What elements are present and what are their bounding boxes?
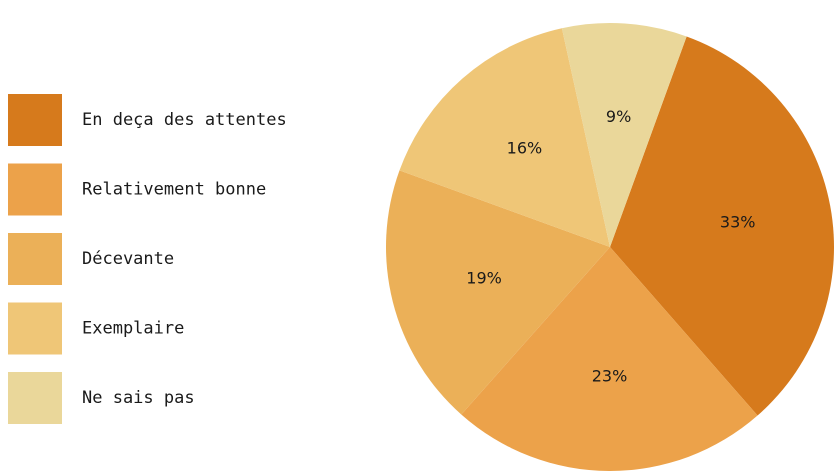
legend-label: Ne sais pas (82, 388, 195, 408)
legend-swatch (8, 302, 62, 355)
legend-swatch (8, 233, 62, 285)
legend-swatch (8, 94, 62, 146)
pie-slice (399, 28, 610, 248)
slice-label: 16% (507, 139, 543, 158)
legend-label: En deça des attentes (82, 110, 287, 130)
slice-label: 9% (606, 107, 631, 126)
slice-label: 23% (592, 366, 628, 385)
legend-label: Décevante (82, 249, 174, 269)
pie-slice (610, 36, 835, 416)
legend-label: Relativement bonne (82, 180, 266, 200)
pie-slice (461, 247, 758, 472)
slice-label: 19% (466, 268, 502, 287)
slice-label: 33% (720, 213, 756, 232)
legend-label: Exemplaire (82, 319, 184, 339)
legend-swatch (8, 163, 62, 216)
legend-swatch (8, 372, 62, 424)
pie-slice (561, 23, 687, 248)
pie-slice (385, 170, 610, 415)
